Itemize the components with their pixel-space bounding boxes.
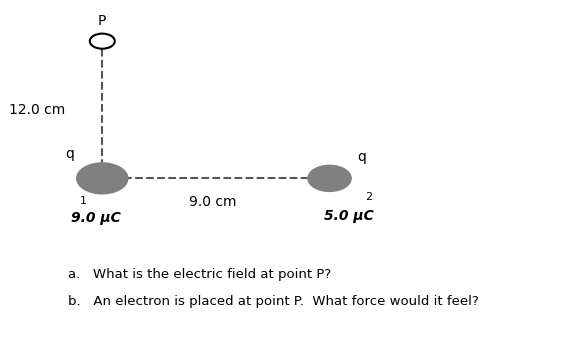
Text: 9.0 μC: 9.0 μC: [71, 211, 121, 225]
Text: 12.0 cm: 12.0 cm: [9, 103, 65, 117]
Text: a.   What is the electric field at point P?: a. What is the electric field at point P…: [68, 268, 331, 281]
Circle shape: [90, 34, 115, 49]
Text: 1: 1: [80, 196, 87, 205]
Text: q: q: [65, 147, 74, 161]
Circle shape: [308, 165, 351, 191]
Text: 5.0 μC: 5.0 μC: [324, 209, 374, 223]
Text: q: q: [357, 150, 365, 164]
Text: 2: 2: [365, 192, 372, 202]
Text: 9.0 cm: 9.0 cm: [189, 196, 237, 209]
Circle shape: [77, 163, 128, 194]
Text: P: P: [98, 14, 107, 28]
Text: b.   An electron is placed at point P.  What force would it feel?: b. An electron is placed at point P. Wha…: [68, 295, 479, 308]
